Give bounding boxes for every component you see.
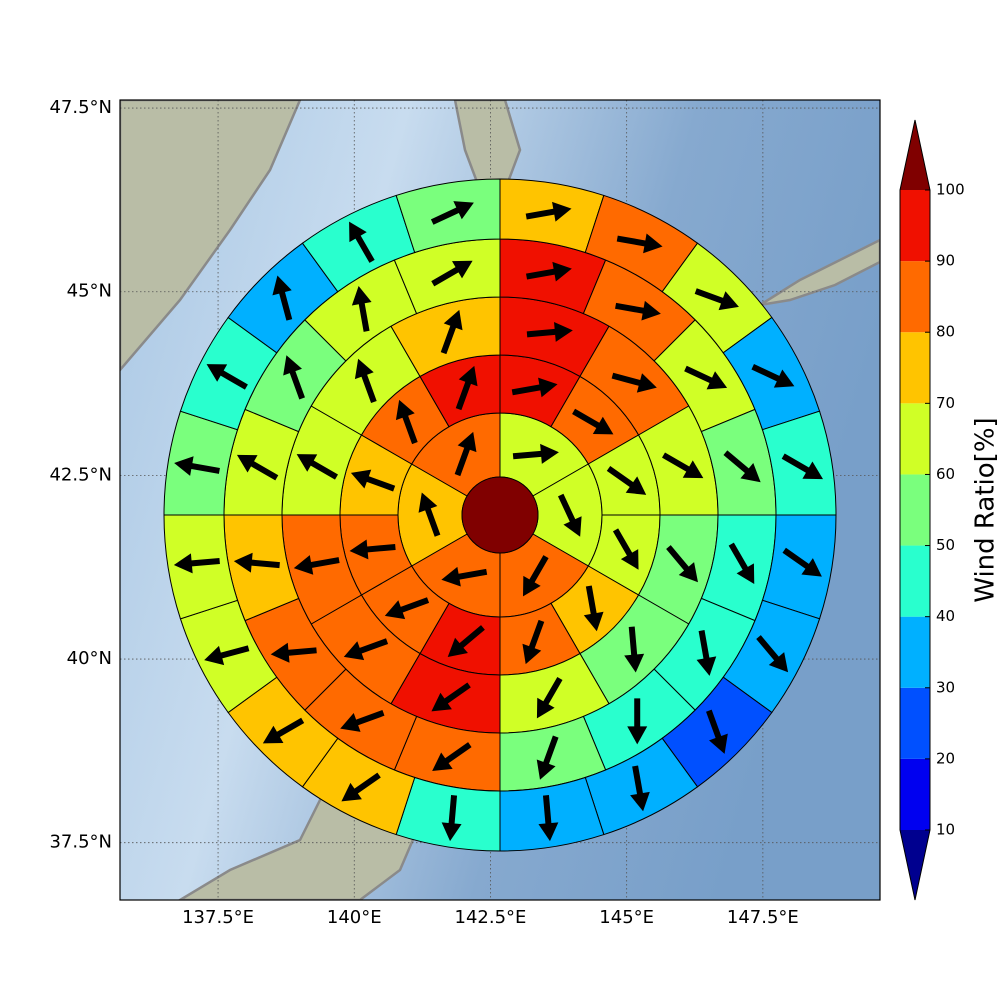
- colorbar-tick-label: 40: [936, 607, 955, 625]
- colorbar-tick-label: 10: [936, 821, 955, 839]
- colorbar-bin: [900, 261, 930, 332]
- colorbar-tick-label: 30: [936, 678, 955, 696]
- colorbar-bin: [900, 688, 930, 759]
- y-tick-label: 47.5°N: [49, 97, 112, 118]
- colorbar-bin: [900, 546, 930, 617]
- x-tick-label: 140°E: [327, 907, 382, 928]
- x-tick-label: 137.5°E: [182, 907, 254, 928]
- sectors: [164, 179, 836, 851]
- x-tick-label: 145°E: [599, 907, 654, 928]
- colorbar-extend-max: [900, 120, 930, 190]
- colorbar-bin: [900, 759, 930, 830]
- y-tick-label: 37.5°N: [49, 832, 112, 853]
- colorbar-bin: [900, 190, 930, 261]
- x-tick-label: 147.5°E: [727, 907, 799, 928]
- y-tick-label: 45°N: [67, 281, 112, 302]
- colorbar-tick-label: 60: [936, 465, 955, 483]
- colorbar: 10 20 30 40 50 60 70 80 90 100: [900, 120, 965, 900]
- colorbar-tick-label: 70: [936, 394, 955, 412]
- colorbar-tick-label: 50: [936, 536, 955, 554]
- colorbar-bin: [900, 474, 930, 545]
- colorbar-tick-label: 100: [936, 181, 965, 199]
- colorbar-extend-min: [900, 830, 930, 900]
- y-tick-label: 40°N: [67, 648, 112, 669]
- colorbar-label: Wind Ratio[%]: [971, 417, 1000, 602]
- colorbar-tick-label: 20: [936, 749, 955, 767]
- x-tick-label: 142.5°E: [455, 907, 527, 928]
- colorbar-bin: [900, 332, 930, 403]
- center-cell: [462, 477, 538, 553]
- colorbar-bin: [900, 403, 930, 474]
- colorbar-tick-label: 80: [936, 323, 955, 341]
- colorbar-bin: [900, 617, 930, 688]
- y-tick-label: 42.5°N: [49, 464, 112, 485]
- colorbar-tick-label: 90: [936, 252, 955, 270]
